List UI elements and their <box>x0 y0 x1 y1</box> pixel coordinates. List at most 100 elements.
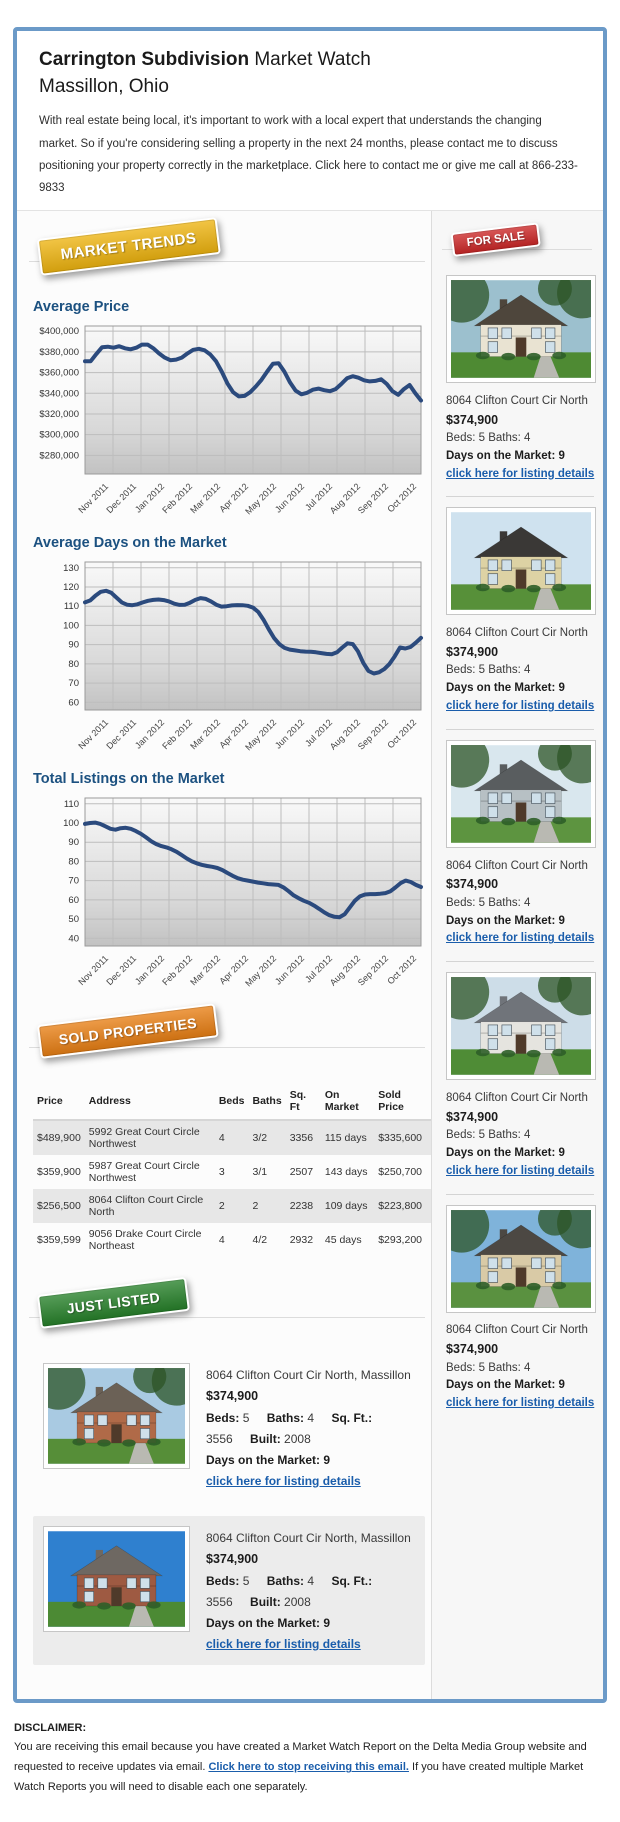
for-sale-listing: 8064 Clifton Court Cir North $374,900 Be… <box>434 964 603 1195</box>
built-label: Built: <box>250 1431 281 1446</box>
intro-text-before: With real estate being local, it's impor… <box>39 115 558 173</box>
just-listed-section-header: JUST LISTED <box>29 1276 431 1339</box>
svg-text:100: 100 <box>63 818 79 829</box>
cell-sold-price: $250,700 <box>378 1165 422 1178</box>
svg-text:Oct 2012: Oct 2012 <box>385 953 418 986</box>
listing-photo[interactable] <box>43 1525 190 1632</box>
svg-text:Jun 2012: Jun 2012 <box>273 717 306 750</box>
house-photo-illustration <box>31 1355 202 1464</box>
main-column: MARKET TRENDS Average Price $400,000 $380… <box>17 211 431 1699</box>
svg-text:Sep 2012: Sep 2012 <box>356 717 390 751</box>
listing-specs: Beds: 5 Baths: 4 Sq. Ft.: 3556 Built: 20… <box>206 1571 415 1613</box>
sqft-value: 3556 <box>206 1431 233 1446</box>
listing-address: 8064 Clifton Court Cir North, Massillon <box>206 1367 411 1382</box>
listing-details-link[interactable]: click here for listing details <box>446 1397 595 1410</box>
svg-text:50: 50 <box>68 914 79 925</box>
cell-baths: 4/2 <box>252 1233 268 1246</box>
listing-photo[interactable] <box>446 507 596 616</box>
cell-address: 9056 Drake Court Circle Northeast <box>88 1227 202 1252</box>
svg-text:May 2012: May 2012 <box>243 717 278 752</box>
listing-details-link[interactable]: click here for listing details <box>446 699 595 712</box>
listing-address: 8064 Clifton Court Cir North <box>446 627 588 640</box>
listing-address: 8064 Clifton Court Cir North <box>446 1092 588 1104</box>
listing-photo[interactable] <box>434 267 603 383</box>
svg-text:120: 120 <box>63 582 79 593</box>
svg-text:Dec 2011: Dec 2011 <box>104 953 138 987</box>
cell-on-market: 45 days <box>324 1233 362 1246</box>
title-suffix: Market Watch <box>249 49 371 70</box>
for-sale-listing: 8064 Clifton Court Cir North $374,900 Be… <box>434 732 603 963</box>
sold-properties-table: Price Address Beds Baths Sq. Ft On Marke… <box>33 1082 431 1257</box>
just-listed-item: 8064 Clifton Court Cir North, Massillon … <box>33 1515 425 1665</box>
just-listed-ribbon: JUST LISTED <box>36 1276 190 1329</box>
baths-value: 4 <box>307 1410 315 1425</box>
svg-text:$360,000: $360,000 <box>39 367 79 378</box>
listing-photo[interactable] <box>31 1355 202 1469</box>
divider <box>442 248 592 250</box>
unsubscribe-link[interactable]: Click here to stop receiving this email. <box>208 1761 409 1774</box>
svg-text:Jun 2012: Jun 2012 <box>273 481 306 514</box>
listing-beds-baths: Beds: 5 Baths: 4 <box>446 1129 531 1142</box>
svg-text:$340,000: $340,000 <box>39 388 79 399</box>
cell-address: 5987 Great Court Circle Northwest <box>88 1159 200 1184</box>
total-listings-title: Total Listings on the Market <box>33 770 225 787</box>
disclaimer: DISCLAIMER: You are receiving this email… <box>14 1719 606 1798</box>
divider <box>446 961 594 963</box>
listing-days-on-market: Days on the Market: 9 <box>206 1452 331 1467</box>
svg-text:$320,000: $320,000 <box>39 409 79 420</box>
col-sqft: Sq. Ft <box>285 1082 321 1121</box>
average-price-title: Average Price <box>33 298 130 315</box>
cell-price: $256,500 <box>37 1199 81 1212</box>
svg-text:Mar 2012: Mar 2012 <box>188 953 222 987</box>
svg-text:Oct 2012: Oct 2012 <box>385 717 418 750</box>
svg-text:80: 80 <box>68 659 79 670</box>
svg-text:Dec 2011: Dec 2011 <box>104 717 138 751</box>
for-sale-listing: 8064 Clifton Court Cir North $374,900 Be… <box>434 1197 603 1413</box>
content-area: MARKET TRENDS Average Price $400,000 $380… <box>17 209 603 1699</box>
col-baths: Baths <box>248 1082 286 1121</box>
baths-value: 4 <box>307 1573 315 1588</box>
house-photo-illustration <box>434 964 603 1075</box>
svg-text:Dec 2011: Dec 2011 <box>104 481 138 515</box>
divider <box>446 496 594 498</box>
market-trends-ribbon: MARKET TRENDS <box>36 217 221 276</box>
house-photo-illustration <box>434 732 603 843</box>
cell-address: 5992 Great Court Circle Northwest <box>88 1125 200 1150</box>
listing-details-link[interactable]: click here for listing details <box>446 467 595 480</box>
svg-text:Mar 2012: Mar 2012 <box>188 481 222 515</box>
svg-text:$280,000: $280,000 <box>39 450 79 461</box>
col-price: Price <box>33 1082 85 1121</box>
svg-text:80: 80 <box>68 856 79 867</box>
baths-label: Baths: <box>266 1573 305 1588</box>
listing-photo[interactable] <box>434 964 603 1081</box>
svg-text:110: 110 <box>64 601 79 612</box>
contact-link[interactable]: Click here to contact me <box>315 160 439 173</box>
divider <box>446 1193 594 1195</box>
col-address: Address <box>84 1082 215 1121</box>
svg-text:Jun 2012: Jun 2012 <box>273 953 306 986</box>
listing-details-link[interactable]: click here for listing details <box>446 932 595 945</box>
divider <box>29 1046 425 1048</box>
city-state: Massillon, Ohio <box>39 75 169 97</box>
cell-sold-price: $335,600 <box>378 1131 422 1144</box>
listing-photo[interactable] <box>434 732 603 848</box>
table-row: $359,900 5987 Great Court Circle Northwe… <box>33 1155 431 1189</box>
disclaimer-heading: DISCLAIMER: <box>14 1721 87 1734</box>
svg-text:70: 70 <box>68 876 79 887</box>
divider <box>29 1316 425 1318</box>
listing-details-link[interactable]: click here for listing details <box>446 1164 595 1177</box>
svg-text:Mar 2012: Mar 2012 <box>188 717 222 751</box>
listing-details-link[interactable]: click here for listing details <box>206 1636 361 1651</box>
listing-price: $374,900 <box>446 1109 499 1124</box>
svg-text:Oct 2012: Oct 2012 <box>385 481 418 514</box>
svg-text:Sep 2012: Sep 2012 <box>356 481 390 515</box>
listing-details-link[interactable]: click here for listing details <box>206 1473 361 1488</box>
listing-photo[interactable] <box>434 1197 603 1313</box>
just-listed-item: 8064 Clifton Court Cir North, Massillon … <box>31 1353 425 1502</box>
svg-text:May 2012: May 2012 <box>243 953 278 988</box>
listing-price: $374,900 <box>446 412 499 427</box>
cell-baths: 3/1 <box>252 1165 268 1178</box>
listing-price: $374,900 <box>206 1551 259 1566</box>
listing-days-on-market: Days on the Market: 9 <box>446 449 565 462</box>
